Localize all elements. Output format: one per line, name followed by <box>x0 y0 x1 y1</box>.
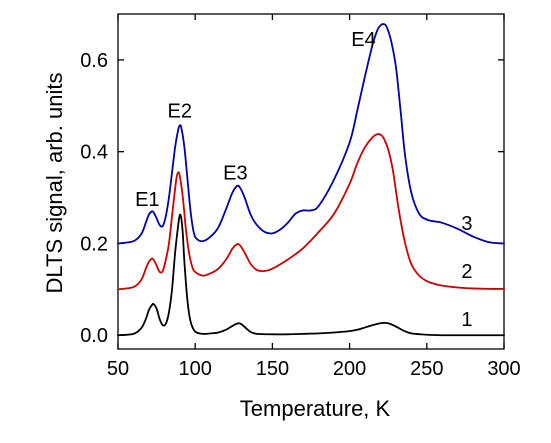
annotation-e3: E3 <box>223 162 247 184</box>
x-tick-label: 150 <box>256 358 289 380</box>
x-tick-label: 200 <box>333 358 366 380</box>
plot-frame <box>117 13 505 350</box>
y-axis-ticks: 0.0 0.2 0.4 0.6 <box>80 50 504 347</box>
series-line-2 <box>117 133 505 291</box>
x-tick-label: 250 <box>410 358 443 380</box>
x-tick-label: 300 <box>487 358 520 380</box>
plot-border <box>117 13 505 350</box>
series-line-3 <box>117 23 505 245</box>
annotation-e2: E2 <box>168 100 192 122</box>
y-tick-label: 0.4 <box>80 142 108 164</box>
y-tick-label: 0.2 <box>80 233 108 255</box>
annotation-e1: E1 <box>135 189 159 211</box>
series-layer <box>117 23 505 337</box>
y-axis-label: DLTS signal, arb. units <box>42 73 67 294</box>
annotation-e4: E4 <box>351 29 375 51</box>
x-axis-label: Temperature, K <box>240 396 391 421</box>
annotations: E1 E2 E3 E4 3 2 1 <box>135 29 472 331</box>
y-tick-label: 0.0 <box>80 325 108 347</box>
annotation-1: 1 <box>461 309 472 331</box>
x-tick-label: 100 <box>179 358 212 380</box>
series-line-1 <box>117 213 505 337</box>
x-axis-ticks: 50 100 150 200 250 300 <box>107 14 521 380</box>
annotation-3: 3 <box>461 213 472 235</box>
x-tick-label: 50 <box>107 358 129 380</box>
y-tick-label: 0.6 <box>80 50 108 72</box>
annotation-2: 2 <box>461 261 472 283</box>
